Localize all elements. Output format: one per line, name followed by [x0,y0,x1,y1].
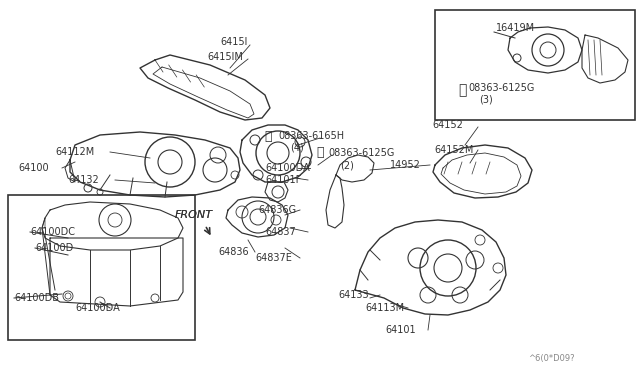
Text: 64837E: 64837E [255,253,292,263]
Text: FRONT: FRONT [175,210,213,220]
Text: (2): (2) [340,160,354,170]
Text: 64132: 64132 [68,175,99,185]
Text: 64101: 64101 [385,325,415,335]
Text: 08363-6165H: 08363-6165H [278,131,344,141]
Text: 6415l: 6415l [220,37,248,47]
Text: 64100: 64100 [18,163,49,173]
Text: 64100DA: 64100DA [75,303,120,313]
Text: 64100DB: 64100DB [14,293,59,303]
Text: 64100D: 64100D [35,243,73,253]
Text: 64836: 64836 [218,247,248,257]
Text: 64152M: 64152M [434,145,474,155]
Text: 08363-6125G: 08363-6125G [328,148,394,158]
Text: (3): (3) [479,95,493,105]
Text: 64101F: 64101F [265,175,301,185]
Text: 6415lM: 6415lM [207,52,243,62]
Text: 08363-6125G: 08363-6125G [468,83,534,93]
Text: Ⓢ: Ⓢ [264,129,272,142]
Text: Ⓢ: Ⓢ [316,147,324,160]
Text: 16419M: 16419M [496,23,535,33]
Bar [435,10,635,120]
Text: 14952: 14952 [390,160,421,170]
Text: 64152: 64152 [432,120,463,130]
Bar [8,195,195,340]
Text: 64100DC: 64100DC [30,227,75,237]
Text: 64836G: 64836G [258,205,296,215]
Text: 64837: 64837 [265,227,296,237]
Text: 64100DA: 64100DA [265,163,310,173]
Text: ^6(0*D09?: ^6(0*D09? [528,353,575,362]
Text: 64113M: 64113M [365,303,404,313]
Text: 64112M: 64112M [55,147,94,157]
Text: FRONT: FRONT [175,210,213,220]
Text: 64133: 64133 [338,290,369,300]
Text: Ⓢ: Ⓢ [458,83,466,97]
Text: (4): (4) [290,143,304,153]
